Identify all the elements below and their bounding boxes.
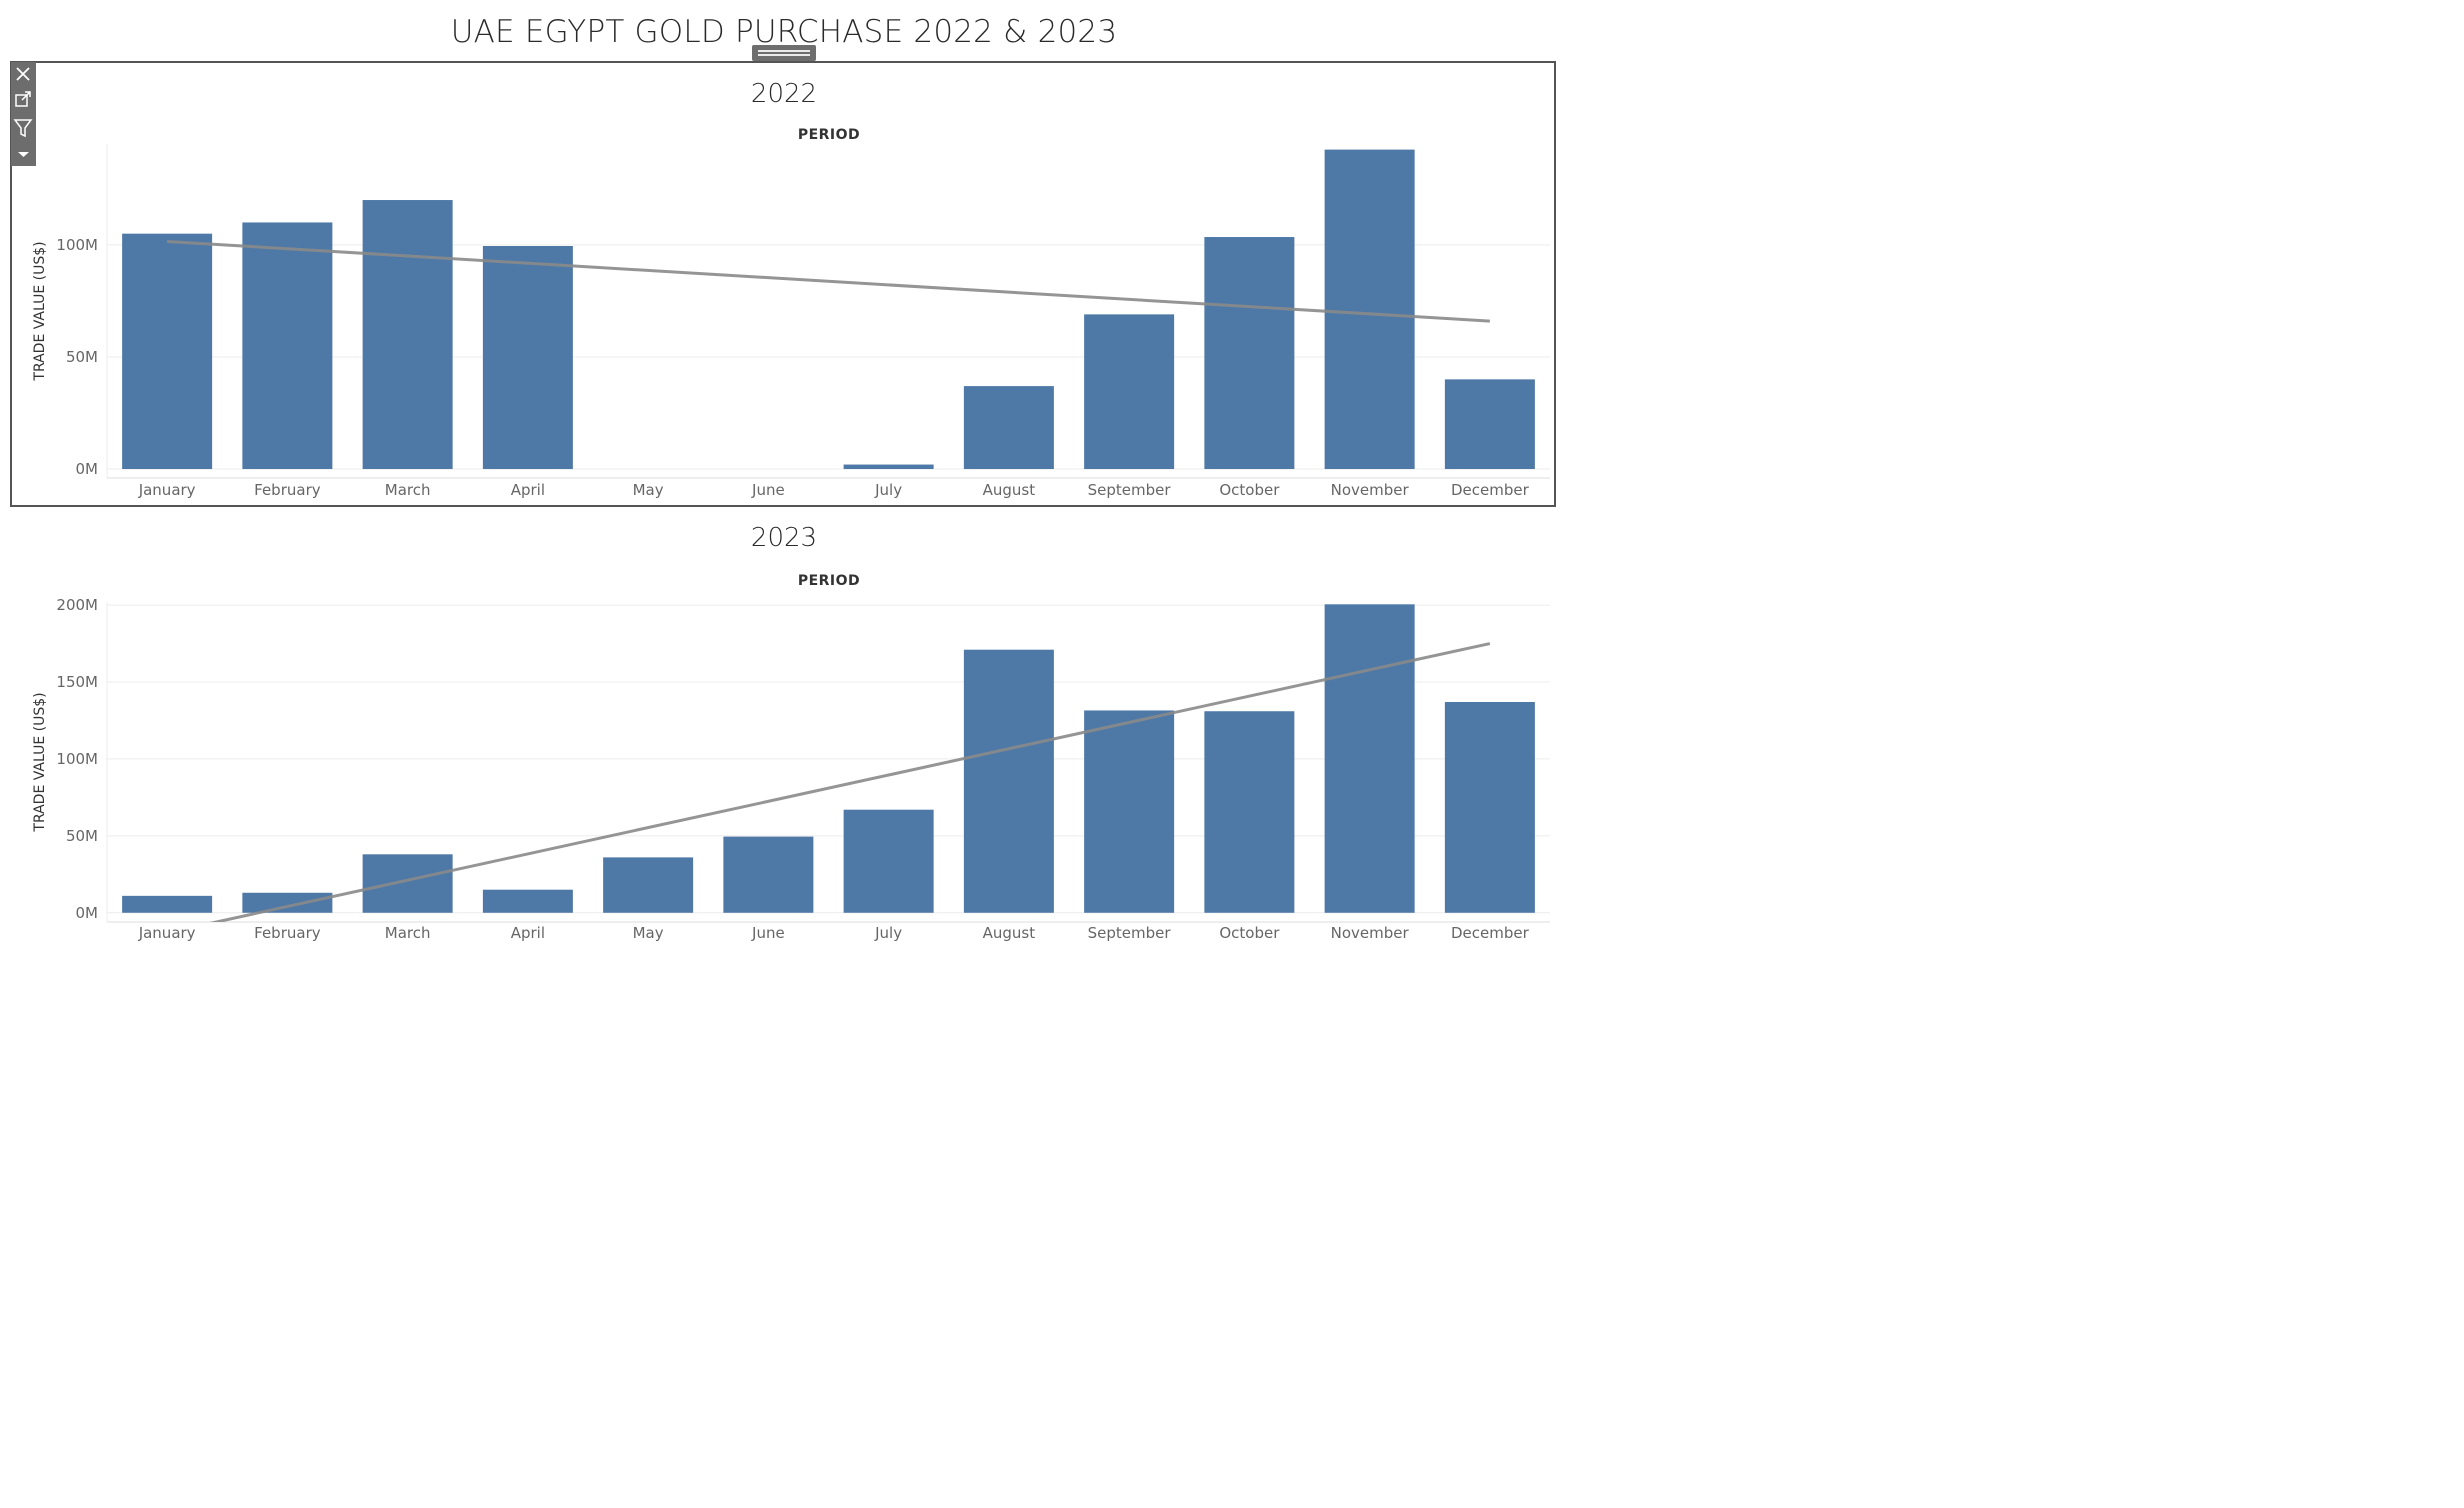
- x-tick-label: November: [1331, 924, 1410, 942]
- chart-title: 2022: [751, 79, 817, 109]
- bar-april: [483, 890, 573, 913]
- x-tick-label: December: [1451, 924, 1530, 942]
- bar-december: [1445, 702, 1535, 913]
- x-tick-label: June: [751, 481, 785, 499]
- y-tick-label: 200M: [56, 596, 98, 614]
- x-tick-label: July: [874, 924, 902, 942]
- bar-november: [1325, 150, 1415, 469]
- y-tick-label: 150M: [56, 673, 98, 691]
- x-tick-label: September: [1088, 481, 1172, 499]
- bar-march: [363, 200, 453, 469]
- bar-january: [122, 896, 212, 913]
- bar-august: [964, 386, 1054, 469]
- bar-may: [603, 857, 693, 912]
- y-axis-title: TRADE VALUE (US$): [32, 692, 48, 832]
- bar-february: [242, 893, 332, 913]
- bar-march: [363, 854, 453, 912]
- chart-2022: 2022 PERIOD TRADE VALUE (US$) 0M 50M 100M Janu…: [0, 0, 1568, 510]
- bar-july: [844, 810, 934, 913]
- bar-december: [1445, 379, 1535, 469]
- chart-title: 2023: [751, 523, 817, 553]
- bar-january: [122, 234, 212, 469]
- x-tick-label: July: [874, 481, 902, 499]
- x-tick-label: January: [138, 924, 196, 942]
- x-tick-label: August: [983, 924, 1036, 942]
- y-tick-label: 0M: [76, 460, 99, 478]
- x-tick-label: January: [138, 481, 196, 499]
- x-tick-label: December: [1451, 481, 1530, 499]
- y-tick-label: 0M: [76, 904, 99, 922]
- bar-october: [1204, 711, 1294, 913]
- x-tick-label: May: [633, 924, 664, 942]
- y-tick-label: 100M: [56, 750, 98, 768]
- bar-november: [1325, 604, 1415, 912]
- x-tick-label: August: [983, 481, 1036, 499]
- x-axis-title: PERIOD: [798, 127, 860, 143]
- x-tick-label: November: [1331, 481, 1410, 499]
- bar-september: [1084, 314, 1174, 469]
- x-tick-label: February: [254, 481, 321, 499]
- x-tick-label: April: [511, 481, 545, 499]
- bar-june: [723, 837, 813, 913]
- x-tick-label: September: [1088, 924, 1172, 942]
- y-tick-label: 50M: [66, 348, 98, 366]
- bar-august: [964, 650, 1054, 913]
- x-tick-label: April: [511, 924, 545, 942]
- x-axis-title: PERIOD: [798, 573, 860, 589]
- bar-july: [844, 465, 934, 469]
- x-tick-label: February: [254, 924, 321, 942]
- bar-february: [242, 222, 332, 469]
- y-tick-label: 50M: [66, 827, 98, 845]
- x-tick-label: October: [1219, 924, 1280, 942]
- bar-september: [1084, 710, 1174, 912]
- bar-october: [1204, 237, 1294, 469]
- x-tick-label: October: [1219, 481, 1280, 499]
- bar-april: [483, 246, 573, 469]
- x-tick-label: March: [385, 924, 431, 942]
- x-tick-label: May: [633, 481, 664, 499]
- chart-2023: 2023 PERIOD TRADE VALUE (US$) 0M 50M 100M 150M…: [0, 510, 1568, 960]
- y-axis-title: TRADE VALUE (US$): [32, 241, 48, 381]
- y-tick-label: 100M: [56, 236, 98, 254]
- x-tick-label: June: [751, 924, 785, 942]
- x-tick-label: March: [385, 481, 431, 499]
